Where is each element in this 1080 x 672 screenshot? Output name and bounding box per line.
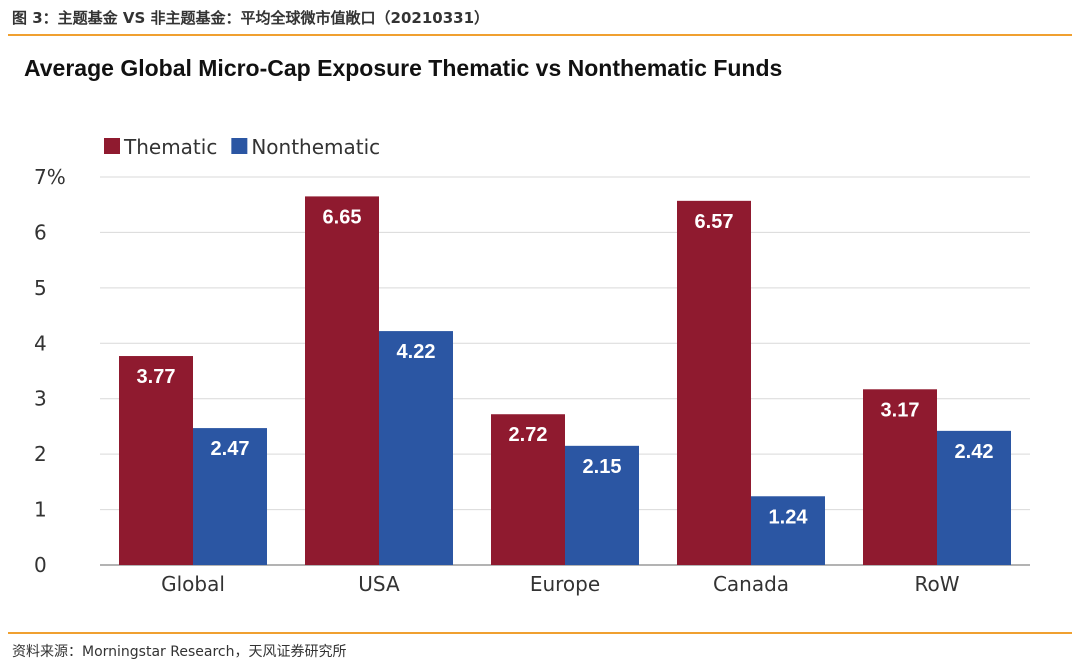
bar-nonthematic-usa bbox=[379, 331, 453, 565]
legend-label-thematic: Thematic bbox=[123, 135, 217, 159]
chart-title: Average Global Micro-Cap Exposure Themat… bbox=[24, 55, 782, 81]
bar-value-label: 2.15 bbox=[583, 456, 622, 478]
y-tick-label: 7% bbox=[34, 165, 66, 189]
y-tick-label: 3 bbox=[34, 387, 47, 411]
bar-thematic-europe bbox=[491, 414, 565, 565]
y-tick-label: 2 bbox=[34, 442, 47, 466]
x-category-label: USA bbox=[358, 572, 400, 596]
x-category-label: RoW bbox=[914, 572, 959, 596]
y-tick-label: 0 bbox=[34, 553, 47, 577]
bar-thematic-canada bbox=[677, 200, 751, 565]
bar-value-label: 2.42 bbox=[955, 441, 994, 463]
bottom-rule bbox=[8, 632, 1072, 634]
bar-chart: Average Global Micro-Cap Exposure Themat… bbox=[24, 55, 1030, 596]
bar-value-label: 4.22 bbox=[397, 341, 436, 363]
bar-thematic-row bbox=[863, 389, 937, 565]
top-rule bbox=[8, 34, 1072, 36]
x-category-label: Europe bbox=[530, 572, 600, 596]
y-tick-label: 6 bbox=[34, 220, 47, 244]
bar-value-label: 3.17 bbox=[881, 399, 920, 421]
source-note: 资料来源：Morningstar Research，天风证券研究所 bbox=[12, 644, 347, 660]
legend-swatch-thematic bbox=[104, 138, 120, 154]
bar-nonthematic-canada bbox=[751, 496, 825, 565]
x-category-label: Global bbox=[161, 572, 225, 596]
x-axis-categories: Global USA Europe Canada RoW bbox=[161, 572, 960, 596]
y-tick-label: 4 bbox=[34, 331, 47, 355]
bar-value-label: 6.57 bbox=[695, 211, 734, 233]
legend-swatch-nonthematic bbox=[231, 138, 248, 154]
bar-value-label: 3.77 bbox=[137, 366, 176, 388]
bar-value-label: 2.47 bbox=[211, 438, 250, 460]
bars: 3.77 2.47 6.65 4.22 2.72 2.15 6.57 1.24 3.17 2.42 bbox=[119, 196, 1011, 565]
figure-caption: 图 3：主题基金 VS 非主题基金：平均全球微市值敞口（20210331） bbox=[12, 9, 490, 27]
y-tick-label: 5 bbox=[34, 276, 47, 300]
bar-value-label: 6.65 bbox=[323, 206, 362, 228]
y-axis-ticks: 0 1 2 3 4 5 6 7% bbox=[34, 165, 66, 577]
bar-thematic-usa bbox=[305, 196, 379, 565]
legend: Thematic Nonthematic bbox=[104, 135, 380, 159]
legend-label-nonthematic: Nonthematic bbox=[251, 135, 380, 159]
bar-value-label: 1.24 bbox=[769, 506, 809, 528]
bar-nonthematic-europe bbox=[565, 445, 639, 565]
bar-nonthematic-global bbox=[193, 428, 267, 565]
bar-nonthematic-row bbox=[937, 430, 1011, 565]
bar-value-label: 2.72 bbox=[509, 424, 548, 446]
x-category-label: Canada bbox=[713, 572, 789, 596]
y-tick-label: 1 bbox=[34, 498, 47, 522]
bar-thematic-global bbox=[119, 356, 193, 565]
